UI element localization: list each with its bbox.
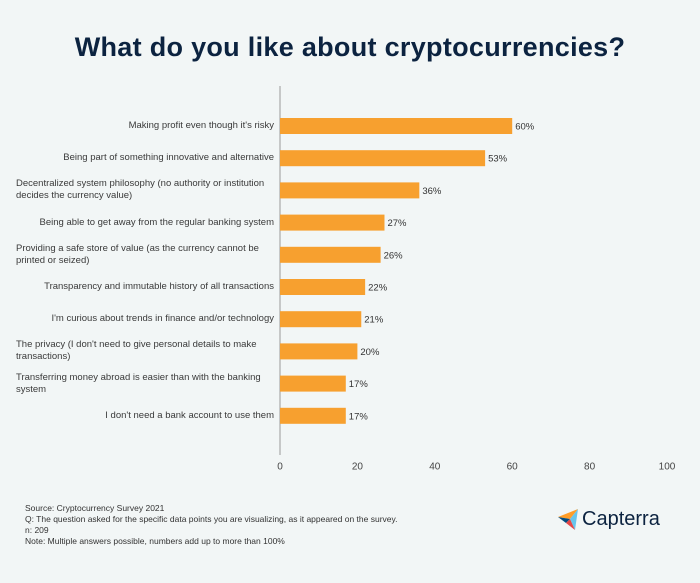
data-label: 26% xyxy=(384,250,404,261)
footnote: n: 209 xyxy=(25,525,49,535)
y-tick-label: Providing a safe store of value (as the … xyxy=(16,242,259,266)
data-label: 36% xyxy=(422,186,442,197)
bar xyxy=(280,311,362,328)
chart-title: What do you like about cryptocurrencies? xyxy=(74,32,626,62)
logo-text: Capterra xyxy=(582,508,660,530)
y-tick-label: The privacy (I don't need to give person… xyxy=(16,339,257,363)
data-label: 20% xyxy=(360,347,380,358)
footnote: Q: The question asked for the specific d… xyxy=(25,514,398,524)
bar xyxy=(280,118,513,134)
footnote: Source: Cryptocurrency Survey 2021 xyxy=(25,503,165,513)
bar xyxy=(280,150,486,167)
data-label: 17% xyxy=(349,379,369,390)
y-tick-label: Transparency and immutable history of al… xyxy=(44,281,274,292)
y-tick-label: I'm curious about trends in finance and/… xyxy=(51,313,274,325)
x-tick-label: 100 xyxy=(659,462,676,473)
x-tick-label: 20 xyxy=(352,462,364,473)
bar xyxy=(280,279,366,295)
logo-icon xyxy=(558,509,578,530)
x-tick-label: 60 xyxy=(507,462,519,473)
bar xyxy=(280,407,346,424)
y-tick-label: I don't need a bank account to use them xyxy=(105,409,274,421)
y-tick-label: Being able to get away from the regular … xyxy=(39,216,274,228)
data-label: 21% xyxy=(364,315,384,326)
bar xyxy=(280,375,346,392)
y-tick-label: Decentralized system philosophy (no auth… xyxy=(16,178,265,202)
y-tick-label: Making profit even though it's risky xyxy=(128,120,274,131)
y-tick-label: Transferring money abroad is easier than… xyxy=(16,371,261,395)
bar xyxy=(280,182,420,199)
bar xyxy=(280,343,358,360)
data-label: 17% xyxy=(349,411,369,422)
x-tick-label: 0 xyxy=(277,462,283,473)
y-tick-label: Being part of something innovative and a… xyxy=(63,152,274,164)
footnote: Note: Multiple answers possible, numbers… xyxy=(25,536,285,546)
bar xyxy=(280,246,381,263)
data-label: 60% xyxy=(515,122,535,133)
data-label: 22% xyxy=(368,283,388,294)
x-tick-label: 40 xyxy=(429,462,441,473)
data-label: 27% xyxy=(387,218,407,229)
data-label: 53% xyxy=(488,154,508,165)
bar xyxy=(280,214,385,231)
x-tick-label: 80 xyxy=(584,462,596,473)
